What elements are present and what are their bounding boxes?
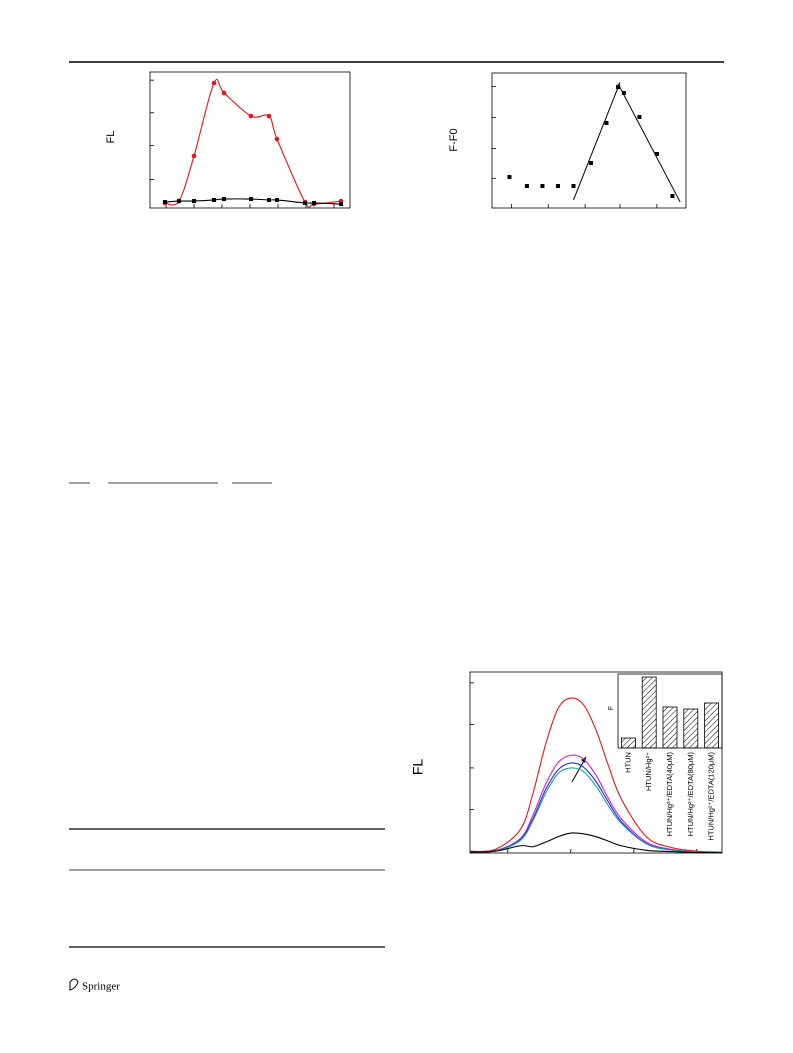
- point: [524, 183, 529, 188]
- point: [312, 200, 316, 205]
- point: [266, 113, 272, 119]
- point: [221, 90, 227, 96]
- point: [177, 199, 181, 204]
- curve: [469, 762, 723, 854]
- point: [191, 153, 197, 159]
- bar: [662, 706, 678, 749]
- point: [211, 80, 217, 86]
- point: [621, 90, 626, 95]
- point: [555, 183, 560, 188]
- point: [588, 161, 593, 166]
- point: [571, 183, 576, 188]
- y-axis-label: F-F0: [448, 128, 460, 151]
- bar: [641, 676, 657, 749]
- y-axis-label: F: [608, 706, 615, 710]
- y-axis-label: FL: [105, 131, 117, 144]
- point: [654, 152, 659, 156]
- point: [249, 197, 253, 202]
- plot-frame: [491, 72, 687, 209]
- publisher: Springer: [82, 981, 120, 993]
- point: [248, 113, 254, 119]
- fit-line: [617, 83, 681, 203]
- bar: [683, 708, 699, 749]
- point: [637, 115, 642, 120]
- category-label: HTUN/Hg²⁺/EDTA(80μM): [686, 752, 695, 837]
- arrow-head: [581, 757, 586, 763]
- point: [192, 199, 196, 204]
- point: [222, 197, 226, 202]
- plot-frame: [149, 71, 351, 209]
- springer-logo: [69, 978, 79, 991]
- bar: [621, 737, 636, 749]
- category-label: HTUN/Hg²⁺/EDTA(120μM): [707, 752, 716, 841]
- category-label: HTUN: [623, 752, 632, 773]
- category-label: HTUN/Hg²⁺: [644, 752, 653, 791]
- point: [339, 202, 343, 207]
- point: [540, 183, 545, 188]
- fit-line: [573, 82, 621, 201]
- point: [303, 200, 307, 205]
- point: [267, 197, 271, 202]
- category-label: HTUN/Hg²⁺/EDTA(40μM): [665, 752, 674, 837]
- bar: [704, 702, 719, 749]
- curve: [469, 767, 723, 854]
- curve: [164, 78, 342, 209]
- point: [274, 136, 280, 142]
- point: [670, 193, 675, 198]
- point: [604, 120, 609, 125]
- point: [507, 174, 512, 179]
- curve: [469, 697, 723, 853]
- point: [212, 197, 216, 202]
- point: [275, 197, 279, 202]
- point: [163, 200, 167, 205]
- curve: [469, 832, 723, 854]
- plot-frame: [469, 671, 723, 854]
- y-axis-label: FL: [410, 759, 426, 776]
- curve: [469, 754, 723, 854]
